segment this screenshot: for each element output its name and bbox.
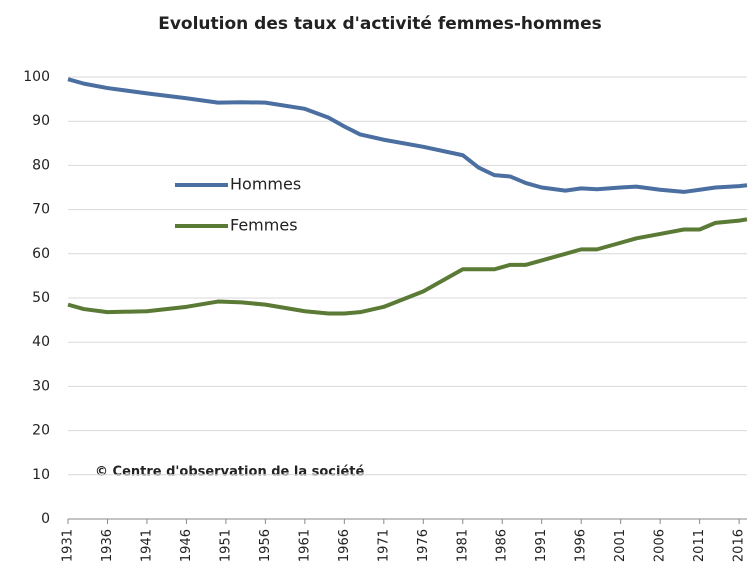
annotation: © Centre d'observation de la société [95, 465, 364, 480]
x-tick-label: 1941 [139, 529, 154, 562]
y-tick-label: 80 [32, 157, 50, 173]
x-tick-label: 2006 [653, 529, 668, 562]
x-tick-label: 1956 [258, 529, 273, 562]
x-tick-label: 1996 [574, 529, 589, 562]
x-tick-label: 2011 [692, 529, 707, 562]
x-tick-label: 1961 [297, 529, 312, 562]
x-tick-label: 1986 [495, 529, 510, 562]
legend-label: Hommes [230, 175, 301, 194]
y-tick-label: 50 [32, 290, 50, 306]
line [67, 217, 748, 316]
x-tick-label: 1936 [100, 529, 115, 562]
y-tick-label: 40 [32, 334, 50, 350]
x-tick-label: 1946 [179, 529, 194, 562]
y-tick-label: 90 [32, 113, 50, 129]
y-tick-label: 100 [23, 69, 50, 85]
x-tick-label: 1991 [534, 529, 549, 562]
x-tick-label: 1931 [61, 529, 76, 562]
y-tick-label: 30 [32, 378, 50, 394]
x-tick-label: 1971 [376, 529, 391, 562]
x-tick-label: 1981 [455, 529, 470, 562]
legend-label: Femmes [230, 216, 298, 235]
y-tick-label: 10 [32, 467, 50, 483]
x-tick-label: 1976 [416, 529, 431, 562]
y-tick-label: 0 [41, 511, 50, 527]
x-tick-label: 1951 [218, 529, 233, 562]
y-tick-label: 70 [32, 202, 50, 218]
y-tick-label: 20 [32, 423, 50, 439]
x-tick-label: 2016 [732, 529, 747, 562]
x-tick-label: 1966 [337, 529, 352, 562]
y-tick-label: 60 [32, 246, 50, 262]
chart-title: Evolution des taux d'activité femmes-hom… [158, 14, 602, 34]
x-tick-label: 2001 [613, 529, 628, 562]
line [67, 77, 748, 194]
